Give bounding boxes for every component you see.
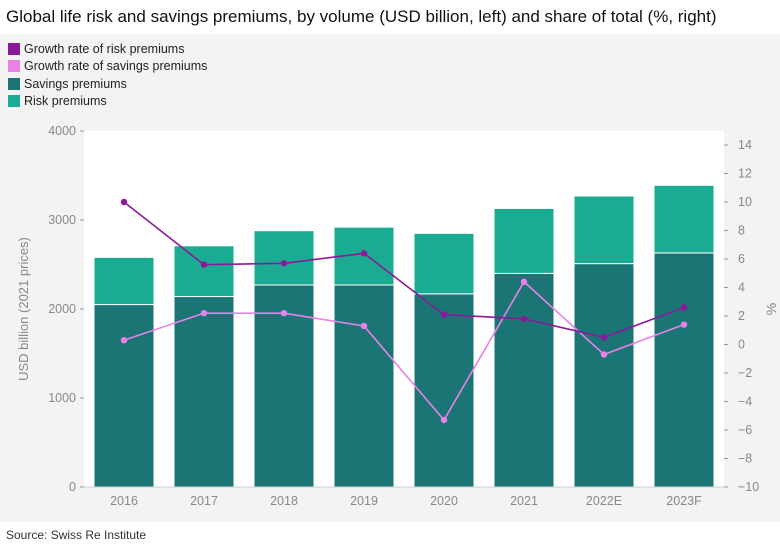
bar-savings-premiums (493, 272, 555, 488)
y-axis-label: USD billion (2021 prices) (16, 237, 31, 381)
bar-savings-premiums (93, 304, 155, 488)
legend-label: Growth rate of risk premiums (24, 41, 185, 56)
y-tick-label: 4000 (48, 124, 76, 138)
legend-swatch (8, 60, 20, 73)
legend-swatch (8, 77, 20, 90)
x-tick-label: 2020 (430, 494, 458, 508)
line-risk-growth (123, 201, 685, 339)
chart-title: Global life risk and savings premiums, b… (6, 7, 717, 26)
x-tick-label: 2021 (510, 494, 538, 508)
point-risk-growth (360, 250, 368, 257)
point-savings-growth (280, 309, 288, 317)
y-right-tick-label: 12 (738, 167, 752, 181)
legend-item-savings-growth: Growth rate of savings premiums (8, 58, 207, 76)
y-tick-label: 0 (69, 480, 76, 494)
y-right-tick-label: 8 (738, 224, 745, 238)
bar-risk-premiums (493, 207, 555, 274)
x-tick-label: 2019 (350, 494, 378, 508)
y-right-tick-label: 0 (738, 338, 745, 352)
x-tick-label: 2018 (270, 494, 298, 508)
y-right-tick-label: 4 (738, 281, 745, 295)
point-savings-growth (200, 309, 208, 317)
point-risk-growth (520, 315, 528, 323)
legend: Growth rate of risk premiums Growth rate… (8, 40, 207, 110)
y-right-tick-label: −2 (738, 366, 752, 380)
bar-risk-premiums (173, 245, 235, 298)
source-note: Source: Swiss Re Institute (6, 528, 147, 542)
y-right-tick-label: −8 (738, 452, 752, 466)
point-risk-growth (680, 304, 688, 311)
bar-savings-premiums (653, 252, 715, 488)
x-tick-label: 2017 (190, 494, 218, 508)
legend-swatch (8, 42, 20, 55)
y-tick-label: 3000 (48, 213, 76, 227)
point-risk-growth (120, 198, 128, 206)
point-risk-growth (200, 261, 208, 268)
y-right-tick-label: 14 (738, 138, 752, 152)
legend-label: Growth rate of savings premiums (24, 59, 208, 74)
point-savings-growth (600, 351, 608, 358)
bar-risk-premiums (573, 195, 635, 265)
bar-savings-premiums (253, 284, 315, 488)
bar-savings-premiums (173, 296, 235, 488)
bar-risk-premiums (253, 230, 315, 286)
bar-risk-premiums (653, 184, 715, 254)
y-right-axis-label: % (763, 303, 779, 315)
bar-risk-premiums (93, 256, 155, 306)
legend-item-risk-premiums: Risk premiums (8, 93, 207, 111)
y-right-tick-label: 10 (738, 195, 752, 209)
y-right-tick-label: 2 (738, 309, 745, 323)
legend-item-risk-growth: Growth rate of risk premiums (8, 40, 207, 58)
bar-savings-premiums (333, 284, 395, 488)
legend-label: Risk premiums (24, 94, 107, 109)
y-right-tick-label: 6 (738, 252, 745, 266)
legend-item-savings-premiums: Savings premiums (8, 75, 207, 93)
point-risk-growth (280, 260, 288, 267)
legend-label: Savings premiums (24, 76, 127, 91)
point-savings-growth (360, 322, 368, 330)
y-tick-label: 1000 (48, 391, 76, 405)
point-savings-growth (680, 321, 688, 328)
y-tick-label: 2000 (48, 302, 76, 316)
point-savings-growth (120, 337, 128, 344)
legend-swatch (8, 95, 20, 108)
y-right-tick-label: −6 (738, 423, 752, 437)
y-right-tick-label: −4 (738, 395, 752, 409)
x-tick-label: 2022E (586, 494, 622, 508)
line-savings-growth (123, 280, 685, 422)
point-risk-growth (440, 311, 448, 318)
bar-savings-premiums (573, 263, 635, 488)
point-risk-growth (600, 334, 608, 341)
bar-risk-premiums (413, 232, 475, 295)
y-right-tick-label: −10 (738, 480, 759, 494)
point-savings-growth (520, 278, 528, 285)
bar-savings-premiums (413, 293, 475, 488)
point-savings-growth (440, 416, 448, 424)
x-tick-label: 2016 (110, 494, 138, 508)
x-tick-label: 2023F (666, 494, 702, 508)
